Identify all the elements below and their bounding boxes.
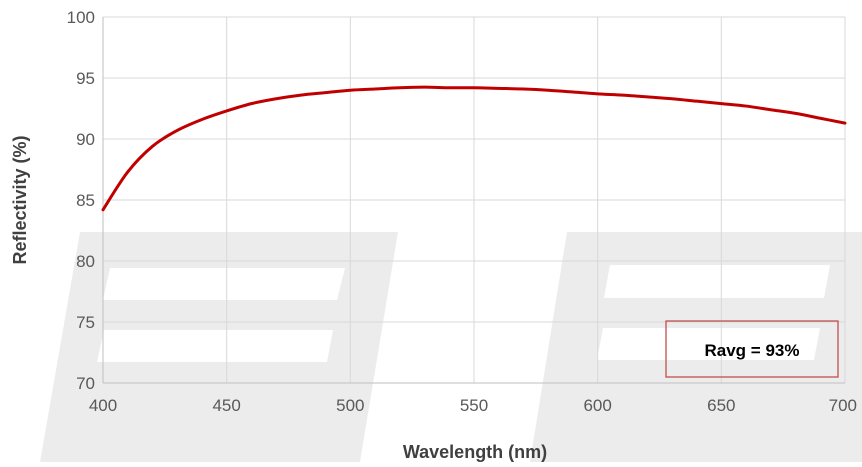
y-tick-label: 70 [76, 374, 95, 393]
y-axis-title: Reflectivity (%) [10, 135, 30, 264]
x-tick-label: 500 [336, 396, 364, 415]
watermark-cutouts [97, 265, 830, 362]
y-tick-label: 75 [76, 313, 95, 332]
x-axis-title: Wavelength (nm) [403, 442, 547, 462]
y-tick-label: 100 [67, 8, 95, 27]
chart-gridlines [103, 16, 846, 383]
reflectivity-series-line [101, 85, 847, 212]
y-tick-labels: 70 75 80 85 90 95 100 [67, 8, 95, 393]
x-tick-label: 600 [583, 396, 611, 415]
x-tick-label: 700 [829, 396, 857, 415]
annotation-box: Ravg = 93% [665, 320, 839, 378]
x-tick-label: 550 [460, 396, 488, 415]
y-tick-label: 95 [76, 69, 95, 88]
x-tick-labels: 400 450 500 550 600 650 700 [89, 396, 857, 415]
x-tick-label: 400 [89, 396, 117, 415]
chart-axes [102, 17, 845, 384]
x-tick-label: 450 [212, 396, 240, 415]
y-tick-label: 80 [76, 252, 95, 271]
annotation-text: Ravg = 93% [705, 341, 800, 360]
chart-series [101, 85, 847, 212]
y-tick-label: 85 [76, 191, 95, 210]
y-tick-label: 90 [76, 130, 95, 149]
x-tick-label: 650 [707, 396, 735, 415]
